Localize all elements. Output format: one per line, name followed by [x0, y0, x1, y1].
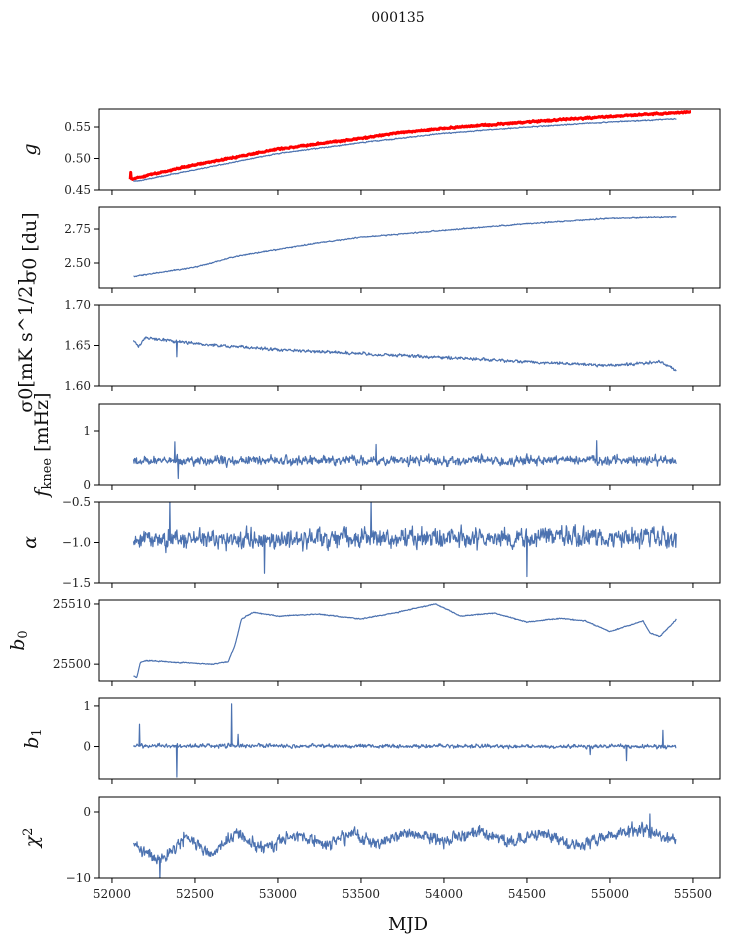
x-tick-label: 54000 — [425, 887, 463, 901]
y-tick-label: −1.0 — [62, 536, 91, 550]
series-line-b0 — [133, 603, 677, 679]
series-line-chi2 — [132, 813, 677, 878]
axes-frame — [98, 697, 721, 780]
axes-frame — [98, 304, 721, 387]
x-tick-label: 54500 — [508, 887, 546, 901]
y-tick-label: 1 — [83, 424, 91, 438]
series-line-sigma0-mK — [132, 336, 677, 372]
x-tick-label: 55500 — [674, 887, 712, 901]
x-tick-label: 52500 — [176, 887, 214, 901]
y-tick-label: 1.65 — [64, 339, 91, 353]
y-tick-label: −0.5 — [62, 495, 91, 509]
y-axis-label: b1 — [21, 728, 45, 748]
y-tick-label: 0 — [83, 740, 91, 754]
subplot-3: 1.60 1.65 1.70 σ0[mK s^1/2] — [15, 278, 721, 413]
y-tick-label: 0 — [83, 478, 91, 492]
y-tick-label: 0.55 — [64, 120, 91, 134]
axes-frame — [98, 403, 721, 486]
x-tick-label: 52000 — [93, 887, 131, 901]
series-line-gain-red- — [128, 110, 692, 181]
y-axis-label: σ0 [du] — [19, 212, 41, 282]
y-tick-label: 0 — [83, 805, 91, 819]
series-line-sigma0-du — [133, 216, 677, 278]
y-axis-label: g — [19, 143, 41, 155]
y-tick-label: 0.50 — [64, 152, 91, 166]
x-tick-label: 55000 — [591, 887, 629, 901]
subplot-5: −1.5 −1.0 −0.5 α — [19, 495, 721, 590]
subplot-1: 0.45 0.50 0.55 g — [19, 108, 721, 197]
y-tick-label: 2.75 — [64, 222, 91, 236]
subplot-4: 0 1 fknee [mHz] — [31, 392, 721, 499]
y-tick-label: −1.5 — [62, 576, 91, 590]
axes-frame — [98, 599, 721, 682]
subplot-8: −10 0 52000 52500 53000 53500 54000 54500 55000 5… — [21, 796, 721, 901]
chart-title: 000135 — [371, 10, 424, 26]
y-tick-label: 0.45 — [64, 183, 91, 197]
y-tick-label: 1 — [83, 699, 91, 713]
subplot-7: 0 1 b1 — [21, 697, 721, 784]
axes-frame — [98, 796, 721, 879]
x-tick-label: 53000 — [259, 887, 297, 901]
y-axis-label: b0 — [7, 630, 31, 650]
y-axis-label: α — [19, 536, 41, 549]
series-line-alpha — [132, 502, 677, 578]
y-axis-label: χ2 — [21, 828, 43, 850]
y-tick-label: 1.70 — [64, 298, 91, 312]
y-tick-label: 1.60 — [64, 379, 91, 393]
series-line-fknee — [132, 440, 677, 480]
y-tick-label: 25510 — [53, 597, 91, 611]
series-line-gain — [133, 117, 677, 183]
axes-frame — [98, 108, 721, 191]
y-tick-label: 2.50 — [64, 256, 91, 270]
series-line-b1 — [132, 703, 677, 778]
y-axis-label: σ0[mK s^1/2] — [15, 278, 37, 412]
x-tick-label: 53500 — [342, 887, 380, 901]
y-tick-label: 25500 — [53, 657, 91, 671]
axes-frame — [98, 206, 721, 289]
subplot-2: 2.50 2.75 σ0 [du] — [19, 206, 721, 293]
x-axis-label: MJD — [388, 914, 428, 935]
axes-frame — [98, 501, 721, 584]
subplot-6: 25500 25510 b0 — [7, 597, 721, 686]
y-axis-label: fknee [mHz] — [31, 392, 55, 498]
y-tick-label: −10 — [66, 871, 91, 885]
